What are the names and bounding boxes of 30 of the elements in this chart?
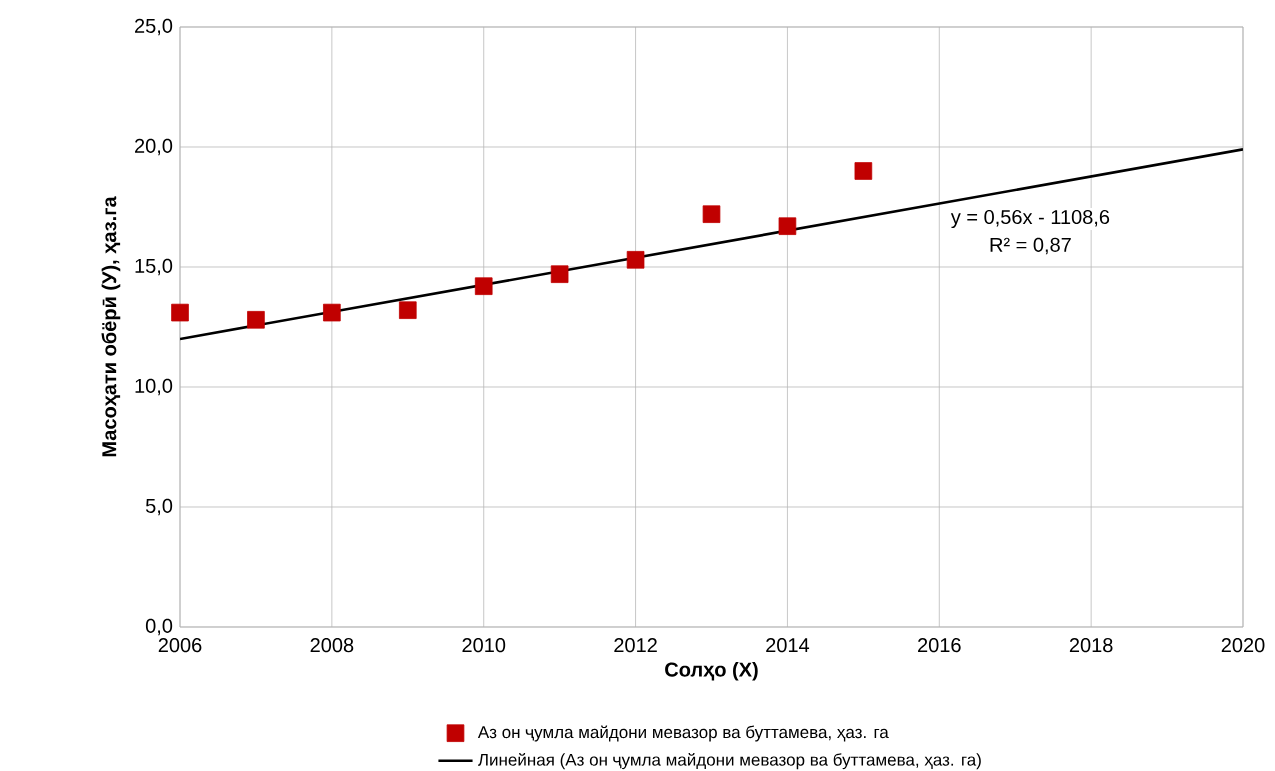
x-tick-label: 2018 (1069, 638, 1113, 653)
point (171, 303, 189, 322)
y-tick-label: 5,0 (145, 498, 173, 516)
point (854, 162, 873, 180)
point (474, 277, 493, 295)
y-axis-title: Масоҳати обёрӣ (У), ҳаз.га (101, 196, 121, 457)
x-tick-label: 2020 (1221, 638, 1265, 653)
legend-label: Линейная (Аз он ҷумла майдони мевазор ва буттамева, ҳаз. га) (478, 753, 981, 770)
legend-label: Аз он ҷумла майдони мевазор ва буттамева, ҳаз. га (477, 725, 889, 742)
point (398, 301, 417, 319)
y-tick-label: 15,0 (135, 258, 173, 276)
point (550, 265, 569, 283)
annotation: R² = 0,87 (990, 237, 1071, 255)
x-tick-label: 2016 (918, 638, 961, 653)
y-tick-label: 0,0 (145, 618, 173, 636)
point (778, 217, 797, 235)
point (247, 310, 265, 329)
y-tick-label: 20,0 (135, 138, 173, 156)
x-tick-label: 2014 (766, 638, 810, 653)
x-tick-label: 2006 (158, 638, 202, 653)
point (626, 250, 645, 269)
x-axis-title: Солҳо (X) (665, 661, 758, 681)
x-tick-label: 2010 (462, 638, 506, 653)
y-tick-label: 25,0 (135, 18, 173, 36)
x-tick-label: 2008 (310, 638, 354, 653)
y-tick-label: 10,0 (135, 378, 173, 396)
point (323, 303, 341, 322)
annotation: y = 0,56x - 1108,6 (950, 209, 1110, 229)
point (702, 205, 721, 223)
x-tick-label: 2012 (614, 638, 657, 653)
